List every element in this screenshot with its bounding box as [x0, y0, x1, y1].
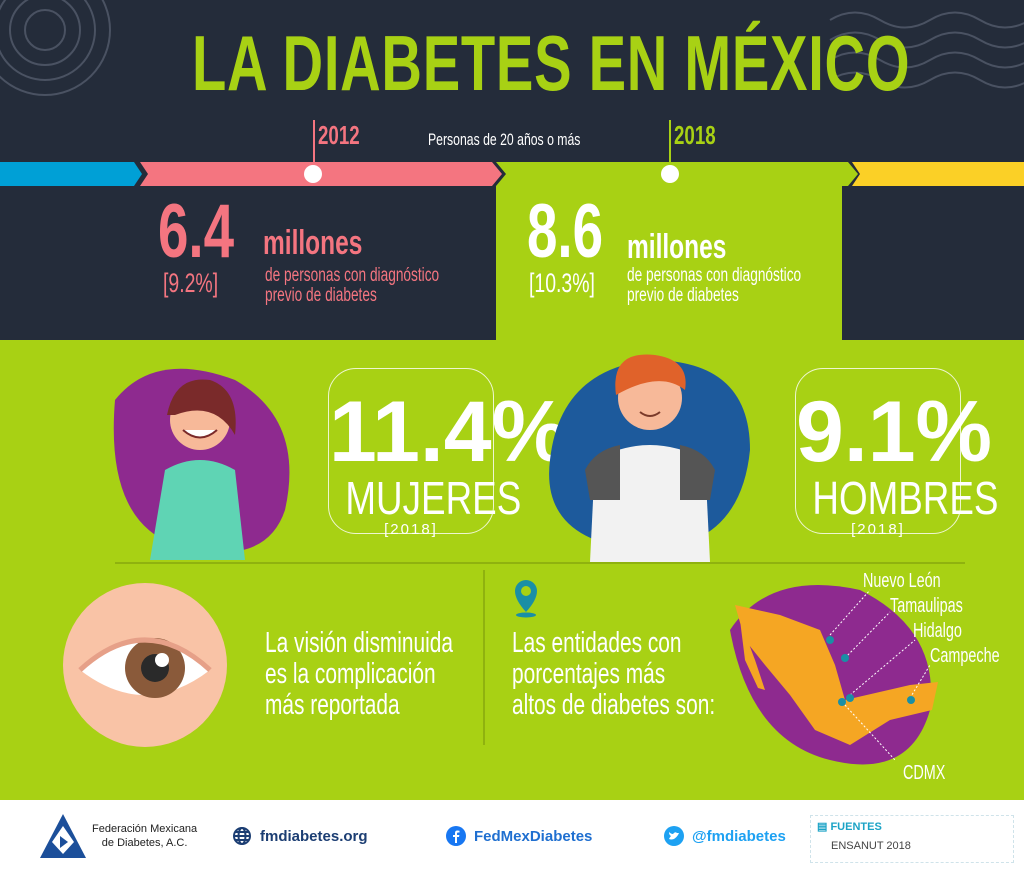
stat-2018-percent: [10.3%] — [529, 268, 595, 298]
women-percent: 11.4% — [329, 384, 569, 480]
men-percent: 9.1% — [796, 384, 993, 480]
org-logo: Federación Mexicana de Diabetes, A.C. — [38, 812, 197, 860]
stat-2012-value: 6.4 — [158, 189, 235, 274]
twitter-icon — [664, 826, 684, 846]
states-text: Las entidades con porcentajes más altos de… — [512, 627, 716, 721]
stat-2012-percent: [9.2%] — [163, 268, 219, 298]
year-2012: 2012 — [318, 120, 360, 150]
website-link[interactable]: fmdiabetes.org — [232, 826, 368, 846]
year-2018: 2018 — [674, 120, 716, 150]
twitter-link[interactable]: @fmdiabetes — [664, 826, 786, 846]
man-illustration — [549, 354, 750, 562]
panel-2018 — [496, 186, 842, 346]
org-name-line2: de Diabetes, A.C. — [101, 837, 188, 849]
vision-text: La visión disminuida es la complicación má… — [265, 627, 454, 721]
woman-illustration — [113, 368, 290, 560]
globe-icon — [233, 827, 251, 845]
marker-line-2012 — [313, 120, 315, 162]
state-tamaulipas: Tamaulipas — [890, 595, 963, 617]
page-title: LA DIABETES EN MÉXICO — [192, 19, 911, 107]
timeline-bar — [0, 162, 1024, 186]
state-nuevo-leon: Nuevo León — [863, 570, 941, 592]
marker-line-2018 — [669, 120, 671, 162]
women-year: [2018] — [384, 521, 438, 538]
eye-icon — [63, 583, 227, 747]
twitter-text: @fmdiabetes — [692, 827, 786, 845]
state-campeche: Campeche — [930, 645, 1000, 667]
women-label: MUJERES — [345, 472, 522, 524]
footer — [0, 800, 1024, 877]
stat-2012-desc: de personas con diagnóstico previo de dia… — [265, 265, 440, 306]
divider-horizontal — [115, 562, 965, 564]
men-year: [2018] — [851, 521, 905, 538]
sources-label: ▤ FUENTES — [817, 821, 882, 833]
stat-2018-desc: de personas con diagnóstico previo de dia… — [627, 265, 802, 306]
fmd-triangle-logo-icon — [40, 814, 86, 858]
location-pin-icon — [515, 580, 537, 618]
stat-2018-unit: millones — [627, 228, 727, 266]
decorative-waves — [0, 0, 1024, 96]
divider-vertical — [483, 570, 485, 745]
sources-value: ENSANUT 2018 — [831, 840, 911, 852]
sources-box: ▤ FUENTES ENSANUT 2018 — [810, 815, 1014, 863]
men-label: HOMBRES — [812, 472, 999, 524]
state-hidalgo: Hidalgo — [913, 620, 962, 642]
facebook-link[interactable]: FedMexDiabetes — [446, 826, 592, 846]
mexico-map — [730, 585, 938, 765]
card-men: 9.1% HOMBRES [2018] — [795, 368, 999, 538]
facebook-icon — [446, 826, 466, 846]
state-cdmx: CDMX — [903, 762, 946, 784]
website-text: fmdiabetes.org — [260, 827, 368, 845]
facebook-text: FedMexDiabetes — [474, 827, 593, 845]
stat-2018-value: 8.6 — [527, 189, 604, 274]
card-women: 11.4% MUJERES [2018] — [328, 368, 569, 538]
org-name-line1: Federación Mexicana — [92, 823, 198, 835]
stat-2012-unit: millones — [263, 224, 363, 262]
subtitle: Personas de 20 años o más — [428, 130, 581, 149]
